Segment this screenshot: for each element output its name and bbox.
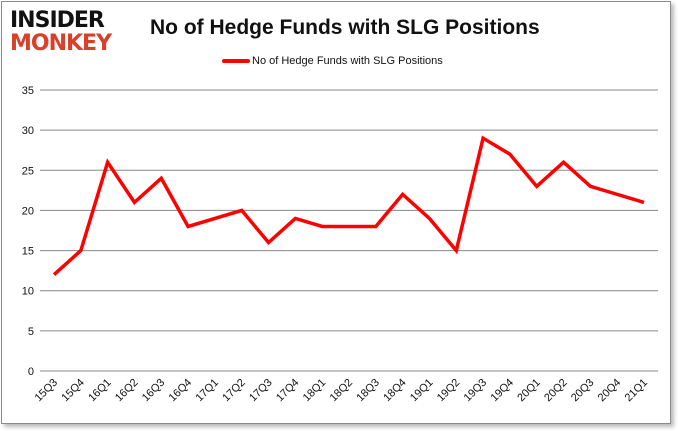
x-tick-label: 19Q2: [435, 377, 463, 405]
x-tick-label: 15Q4: [59, 377, 87, 405]
x-tick-label: 18Q3: [354, 377, 382, 405]
chart-frame: [1, 1, 671, 424]
x-tick-label: 18Q2: [328, 377, 356, 405]
y-tick-label: 30: [22, 125, 34, 137]
x-tick-label: 16Q2: [113, 377, 141, 405]
x-tick-label: 19Q3: [462, 377, 490, 405]
x-tick-label: 17Q2: [220, 377, 248, 405]
y-tick-label: 15: [22, 246, 34, 258]
y-tick-label: 25: [22, 165, 34, 177]
x-tick-label: 17Q1: [194, 377, 222, 405]
legend-label: No of Hedge Funds with SLG Positions: [252, 55, 443, 67]
x-tick-label: 17Q3: [247, 377, 275, 405]
legend: No of Hedge Funds with SLG Positions: [222, 55, 443, 67]
x-tick-label: 19Q4: [489, 377, 517, 405]
y-tick-label: 10: [22, 286, 34, 298]
x-tick-label: 16Q3: [140, 377, 168, 405]
x-tick-label: 18Q1: [301, 377, 329, 405]
y-tick-label: 5: [28, 326, 34, 338]
x-tick-label: 18Q4: [381, 377, 409, 405]
x-tick-label: 15Q3: [33, 377, 61, 405]
x-tick-label: 20Q3: [569, 377, 597, 405]
y-tick-label: 35: [22, 85, 34, 97]
x-tick-label: 16Q1: [86, 377, 114, 405]
x-tick-label: 17Q4: [274, 377, 302, 405]
logo-line1: INSIDER: [10, 8, 105, 33]
chart-title: No of Hedge Funds with SLG Positions: [150, 16, 540, 39]
series-line: [52, 135, 645, 276]
y-tick-label: 20: [22, 205, 34, 217]
logo-line2: MONKEY: [10, 31, 112, 56]
y-tick-label: 0: [28, 366, 34, 378]
x-tick-label: 20Q1: [515, 377, 543, 405]
x-tick-label: 20Q2: [542, 377, 570, 405]
legend-swatch: [222, 59, 250, 63]
insider-monkey-logo: INSIDER MONKEY: [10, 8, 112, 56]
x-tick-label: 19Q1: [408, 377, 436, 405]
x-tick-label: 21Q1: [623, 377, 651, 405]
x-tick-label: 16Q4: [167, 377, 195, 405]
x-tick-label: 20Q4: [596, 377, 624, 405]
